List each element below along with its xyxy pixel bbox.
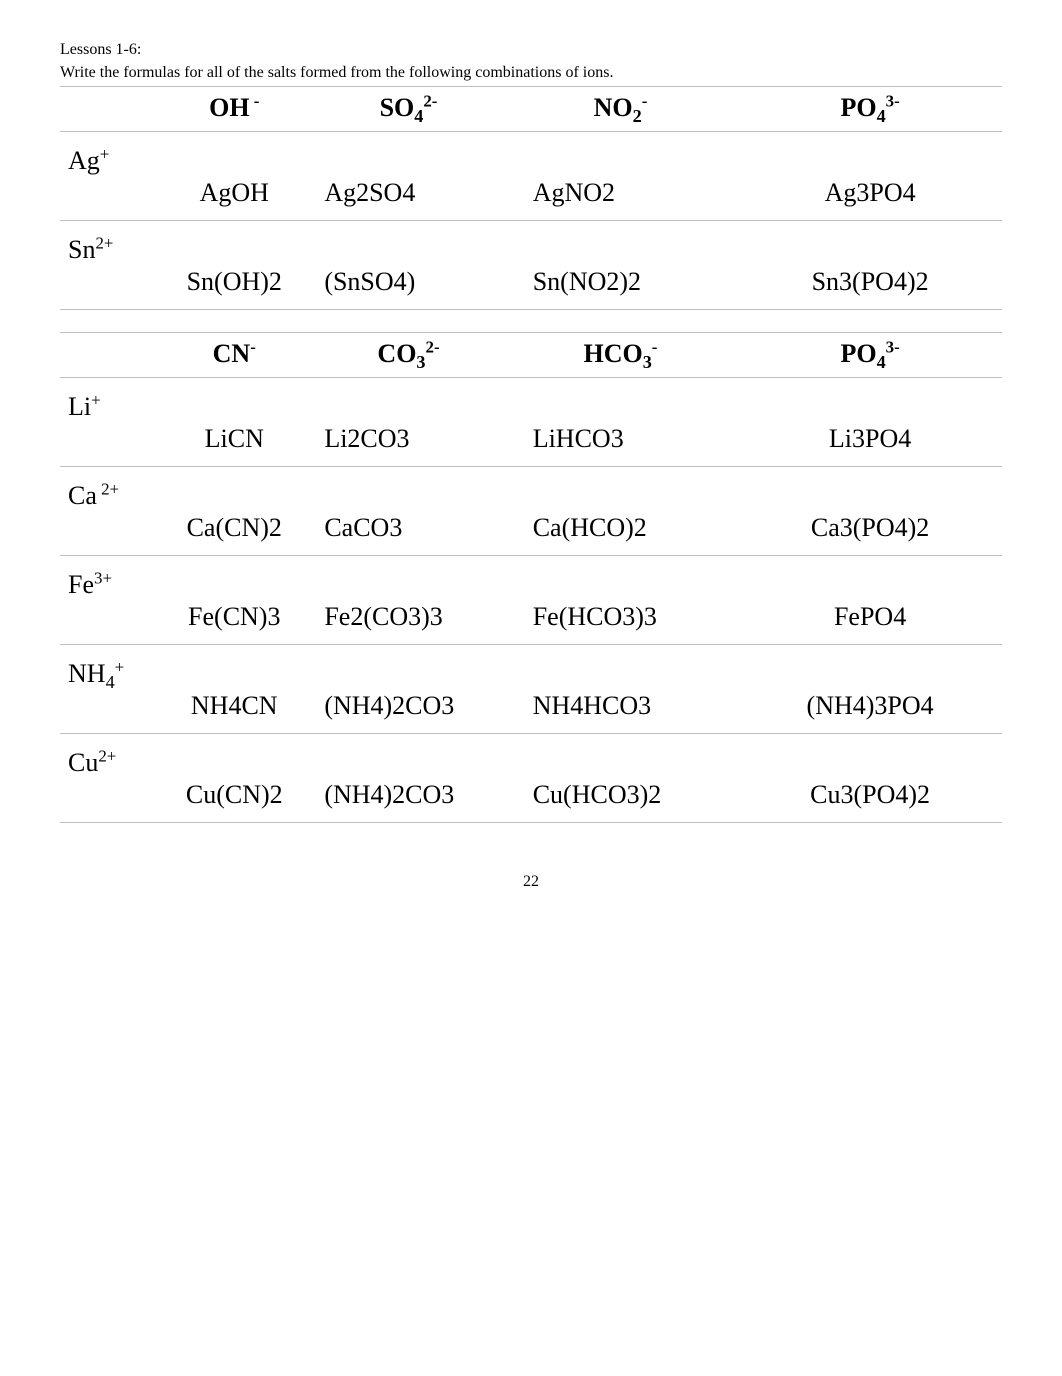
table2-header-cn: CN- [154, 332, 314, 378]
table2-row0-d: Li3PO4 [738, 378, 1002, 467]
table2-row1-c: Ca(HCO)2 [503, 467, 739, 556]
table2-row4-d: Cu3(PO4)2 [738, 734, 1002, 823]
table1-row0-c: AgNO2 [503, 132, 739, 221]
table2-row3-a: NH4CN [154, 645, 314, 734]
table2-row1-ion: Ca 2+ [60, 467, 154, 556]
table2-row0-a: LiCN [154, 378, 314, 467]
table2-row3-c: NH4HCO3 [503, 645, 739, 734]
table1-header-po4: PO43- [738, 86, 1002, 132]
table1-row0-d: Ag3PO4 [738, 132, 1002, 221]
table2-header-blank [60, 332, 154, 378]
table2-row4-a: Cu(CN)2 [154, 734, 314, 823]
instruction-text: Write the formulas for all of the salts … [60, 63, 1002, 84]
table1-row1-d: Sn3(PO4)2 [738, 221, 1002, 310]
table2-header-hco3: HCO3- [503, 332, 739, 378]
page-number: 22 [60, 873, 1002, 891]
table2-row1-d: Ca3(PO4)2 [738, 467, 1002, 556]
table2-row1-b: CaCO3 [314, 467, 502, 556]
lesson-label: Lessons 1-6: [60, 40, 1002, 61]
table2-row4-c: Cu(HCO3)2 [503, 734, 739, 823]
salts-table-1: OH - SO42- NO2- PO43- Ag+ AgOH Ag2SO4 Ag… [60, 86, 1002, 310]
table2-row3-d: (NH4)3PO4 [738, 645, 1002, 734]
table1-header-blank [60, 86, 154, 132]
table1-row1-c: Sn(NO2)2 [503, 221, 739, 310]
table2-row2-ion: Fe3+ [60, 556, 154, 645]
table1-row1-a: Sn(OH)2 [154, 221, 314, 310]
table2-row0-b: Li2CO3 [314, 378, 502, 467]
salts-table-2: CN- CO32- HCO3- PO43- Li+ LiCN Li2CO3 Li… [60, 332, 1002, 823]
table2-row1-a: Ca(CN)2 [154, 467, 314, 556]
table1-header-no2: NO2- [503, 86, 739, 132]
table2-row3-b: (NH4)2CO3 [314, 645, 502, 734]
table1-row0-a: AgOH [154, 132, 314, 221]
table2-row2-c: Fe(HCO3)3 [503, 556, 739, 645]
table2-row0-c: LiHCO3 [503, 378, 739, 467]
table2-row2-d: FePO4 [738, 556, 1002, 645]
table1-header-oh: OH - [154, 86, 314, 132]
table1-row1-ion: Sn2+ [60, 221, 154, 310]
table2-row4-b: (NH4)2CO3 [314, 734, 502, 823]
table2-header-co3: CO32- [314, 332, 502, 378]
table2-row2-a: Fe(CN)3 [154, 556, 314, 645]
table2-row0-ion: Li+ [60, 378, 154, 467]
table2-row2-b: Fe2(CO3)3 [314, 556, 502, 645]
table2-row4-ion: Cu2+ [60, 734, 154, 823]
table1-header-so4: SO42- [314, 86, 502, 132]
table1-row0-b: Ag2SO4 [314, 132, 502, 221]
table1-row0-ion: Ag+ [60, 132, 154, 221]
table1-row1-b: (SnSO4) [314, 221, 502, 310]
table2-header-po4: PO43- [738, 332, 1002, 378]
table2-row3-ion: NH4+ [60, 645, 154, 734]
